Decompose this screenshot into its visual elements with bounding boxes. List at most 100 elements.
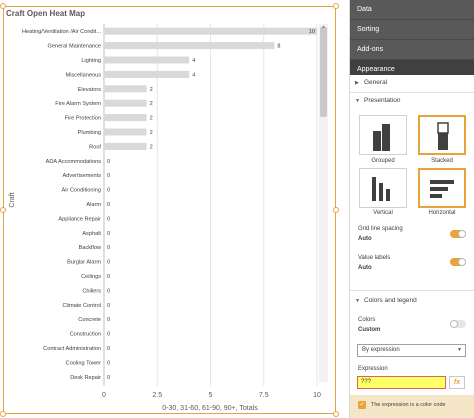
chart-scrollbar-track[interactable] bbox=[319, 24, 328, 382]
value-label: 0 bbox=[107, 332, 110, 338]
color-mode-dropdown[interactable]: By expression ▼ bbox=[357, 344, 466, 357]
resize-handle-bottom-left[interactable] bbox=[0, 411, 6, 417]
grid-spacing-toggle[interactable] bbox=[450, 230, 466, 238]
category-label: General Maintenance bbox=[48, 44, 102, 50]
tab-data[interactable]: Data bbox=[350, 0, 474, 20]
category-label: Roof bbox=[89, 144, 101, 150]
category-label: Appliance Repair bbox=[58, 216, 101, 222]
category-label: Heating/Ventilation /Air Condit... bbox=[22, 29, 101, 35]
value-label: 8 bbox=[277, 44, 280, 50]
caret-down-icon: ▼ bbox=[355, 98, 360, 104]
x-tick-label: 2.5 bbox=[152, 392, 162, 399]
x-axis-title: 0-30, 31-60, 61-90, 90+, Totals bbox=[162, 405, 258, 412]
category-label: Advertisements bbox=[62, 173, 101, 179]
category-label: Contract Administration bbox=[43, 346, 101, 352]
value-label: 0 bbox=[107, 360, 110, 366]
value-label: 2 bbox=[150, 130, 153, 136]
category-label: Miscellaneous bbox=[66, 72, 102, 78]
colors-auto-toggle[interactable] bbox=[450, 320, 466, 328]
value-label: 0 bbox=[107, 375, 110, 381]
bar bbox=[104, 70, 190, 78]
category-label: Ceilings bbox=[81, 274, 101, 280]
colors-value: Custom bbox=[358, 327, 381, 333]
value-label: 0 bbox=[107, 159, 110, 165]
chart-scrollbar-thumb[interactable] bbox=[320, 27, 327, 117]
grouped-option[interactable] bbox=[359, 115, 407, 155]
resize-handle-top-left[interactable] bbox=[0, 3, 6, 9]
grid-spacing-label: Grid line spacing bbox=[358, 226, 403, 232]
value-label: 0 bbox=[107, 260, 110, 266]
value-label: 2 bbox=[150, 87, 153, 93]
resize-handle-mid-left[interactable] bbox=[0, 207, 6, 213]
bar-chart[interactable]: 0 2.5 5 7.5 10 Heating/Ventilation /Air Condi… bbox=[0, 0, 340, 418]
category-label: Cooling Tower bbox=[66, 360, 101, 366]
bar bbox=[104, 42, 275, 50]
category-label: Fire Protection bbox=[65, 116, 101, 122]
color-mode-value: By expression bbox=[362, 347, 400, 353]
category-label: Alarm bbox=[86, 202, 101, 208]
bar bbox=[104, 27, 317, 35]
caret-right-icon: ▶ bbox=[355, 80, 359, 86]
tab-sorting[interactable]: Sorting bbox=[350, 20, 474, 40]
x-tick-label: 5 bbox=[209, 392, 213, 399]
scroll-up-icon[interactable]: ▲ bbox=[321, 24, 326, 30]
value-label: 0 bbox=[107, 303, 110, 309]
expression-input[interactable]: ??? bbox=[357, 376, 446, 389]
x-tick-label: 0 bbox=[102, 392, 106, 399]
chart-object[interactable]: Craft Open Heat Map 0 2.5 5 7.5 10 Heating/Ve… bbox=[0, 0, 340, 418]
value-label: 0 bbox=[107, 288, 110, 294]
tab-add-ons[interactable]: Add-ons bbox=[350, 40, 474, 60]
resize-handle-mid-right[interactable] bbox=[333, 207, 339, 213]
general-label: General bbox=[364, 79, 388, 86]
x-tick-label: 10 bbox=[313, 392, 321, 399]
vertical-option[interactable] bbox=[359, 168, 407, 208]
value-label: 0 bbox=[107, 245, 110, 251]
toggle-knob bbox=[450, 320, 458, 328]
chevron-down-icon: ▼ bbox=[457, 347, 462, 353]
chart-title: Craft Open Heat Map bbox=[6, 9, 86, 18]
resize-handle-bottom-right[interactable] bbox=[333, 411, 339, 417]
toggle-knob bbox=[458, 258, 466, 266]
value-label: 0 bbox=[107, 188, 110, 194]
properties-panel: Data Sorting Add-ons Appearance ▶ Genera… bbox=[349, 0, 474, 418]
toggle-knob bbox=[458, 230, 466, 238]
value-label: 10 bbox=[309, 29, 315, 35]
category-label: ADA Accommodations bbox=[46, 159, 102, 165]
value-label: 0 bbox=[107, 216, 110, 222]
horizontal-option[interactable] bbox=[418, 168, 466, 208]
category-label: Lighting bbox=[81, 58, 101, 64]
category-label: Climate Control bbox=[62, 303, 101, 309]
category-label: Air Conditioning bbox=[62, 188, 102, 194]
general-section-header[interactable]: ▶ General bbox=[350, 75, 474, 91]
stacked-label: Stacked bbox=[431, 158, 453, 164]
horizontal-bars-icon bbox=[430, 180, 454, 198]
stacked-option[interactable] bbox=[418, 115, 466, 155]
presentation-section-header[interactable]: ▼ Presentation bbox=[350, 93, 474, 109]
checkbox-checked-icon[interactable]: ✓ bbox=[358, 401, 366, 409]
category-label: Plumbing bbox=[78, 130, 101, 136]
resize-handle-top-right[interactable] bbox=[333, 3, 339, 9]
category-label: Construction bbox=[70, 332, 101, 338]
bar bbox=[104, 56, 190, 64]
value-label: 2 bbox=[150, 144, 153, 150]
color-code-option[interactable]: ✓ The expression is a color code bbox=[350, 395, 474, 418]
value-label: 4 bbox=[192, 58, 195, 64]
value-label: 0 bbox=[107, 231, 110, 237]
grid-spacing-value: Auto bbox=[358, 236, 372, 242]
value-label: 0 bbox=[107, 202, 110, 208]
expression-label: Expression bbox=[358, 366, 388, 372]
category-label: Fire Alarm System bbox=[55, 101, 101, 107]
vertical-label: Vertical bbox=[373, 210, 393, 216]
category-label: Asphalt bbox=[82, 231, 101, 237]
expression-editor-button[interactable]: fx bbox=[449, 376, 465, 389]
y-axis-title: Craft bbox=[9, 192, 16, 207]
value-labels-toggle[interactable] bbox=[450, 258, 466, 266]
category-label: Backflow bbox=[79, 245, 102, 251]
stacked-bars-icon bbox=[437, 122, 449, 150]
colors-legend-section-header[interactable]: ▼ Colors and legend bbox=[350, 293, 474, 309]
category-label: Concrete bbox=[78, 317, 101, 323]
colors-label: Colors bbox=[358, 317, 376, 323]
value-label: 2 bbox=[150, 101, 153, 107]
category-label: Burglar Alarm bbox=[67, 260, 101, 266]
colors-legend-label: Colors and legend bbox=[364, 297, 417, 304]
